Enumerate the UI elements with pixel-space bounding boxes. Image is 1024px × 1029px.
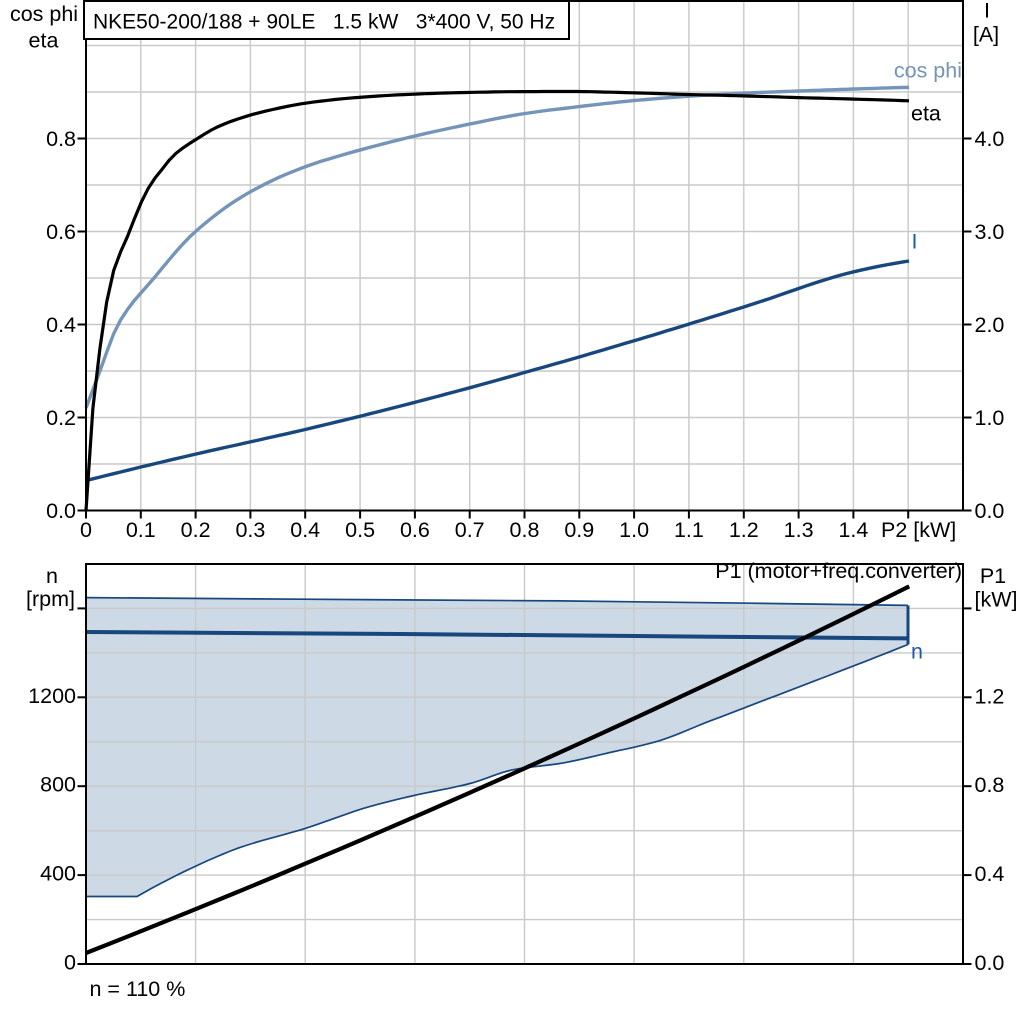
- svg-text:0.4: 0.4: [290, 518, 320, 542]
- svg-text:0: 0: [80, 518, 92, 542]
- svg-text:1.2: 1.2: [729, 518, 759, 542]
- svg-text:eta: eta: [29, 29, 59, 53]
- svg-text:0.3: 0.3: [235, 518, 265, 542]
- svg-text:n: n: [46, 564, 58, 588]
- svg-text:n: n: [911, 640, 923, 664]
- svg-text:4.0: 4.0: [975, 127, 1005, 151]
- svg-text:P2 [kW]: P2 [kW]: [881, 518, 956, 542]
- svg-text:3.0: 3.0: [975, 220, 1005, 244]
- svg-text:I: I: [912, 230, 918, 254]
- svg-text:0.8: 0.8: [975, 773, 1005, 797]
- svg-text:0.4: 0.4: [975, 862, 1005, 886]
- svg-text:0.8: 0.8: [510, 518, 540, 542]
- svg-text:400: 400: [40, 862, 76, 886]
- svg-text:0.2: 0.2: [46, 406, 76, 430]
- svg-text:0.8: 0.8: [46, 127, 76, 151]
- svg-text:0.1: 0.1: [126, 518, 156, 542]
- svg-text:0.4: 0.4: [46, 313, 76, 337]
- svg-text:1.0: 1.0: [619, 518, 649, 542]
- svg-text:0.6: 0.6: [400, 518, 430, 542]
- svg-text:1.1: 1.1: [674, 518, 704, 542]
- svg-text:0.6: 0.6: [46, 220, 76, 244]
- svg-text:800: 800: [40, 773, 76, 797]
- svg-text:0.0: 0.0: [46, 499, 76, 523]
- svg-text:n = 110 %: n = 110 %: [90, 977, 186, 1001]
- svg-text:[A]: [A]: [973, 23, 999, 47]
- svg-text:P1: P1: [980, 564, 1006, 588]
- svg-text:0.0: 0.0: [975, 951, 1005, 975]
- svg-text:0.7: 0.7: [455, 518, 485, 542]
- svg-text:1.2: 1.2: [975, 684, 1005, 708]
- svg-text:1.3: 1.3: [784, 518, 814, 542]
- svg-text:0: 0: [64, 951, 76, 975]
- svg-text:2.0: 2.0: [975, 313, 1005, 337]
- svg-text:I: I: [984, 0, 990, 23]
- svg-text:0.5: 0.5: [345, 518, 375, 542]
- svg-text:[rpm]: [rpm]: [26, 587, 75, 611]
- svg-text:1.4: 1.4: [838, 518, 868, 542]
- svg-text:[kW]: [kW]: [975, 588, 1018, 612]
- svg-text:NKE50-200/188 + 90LE 1.5 kW: NKE50-200/188 + 90LE 1.5 kW 3*400 V, 50 …: [93, 11, 555, 34]
- svg-text:0.0: 0.0: [975, 499, 1005, 523]
- svg-text:cos phi: cos phi: [10, 2, 78, 26]
- svg-text:0.2: 0.2: [181, 518, 211, 542]
- svg-text:cos phi: cos phi: [894, 59, 962, 83]
- svg-text:1.0: 1.0: [975, 406, 1005, 430]
- svg-text:P1 (motor+freq.converter): P1 (motor+freq.converter): [715, 559, 962, 583]
- svg-text:eta: eta: [911, 102, 941, 126]
- svg-text:0.9: 0.9: [564, 518, 594, 542]
- svg-text:1200: 1200: [28, 684, 76, 708]
